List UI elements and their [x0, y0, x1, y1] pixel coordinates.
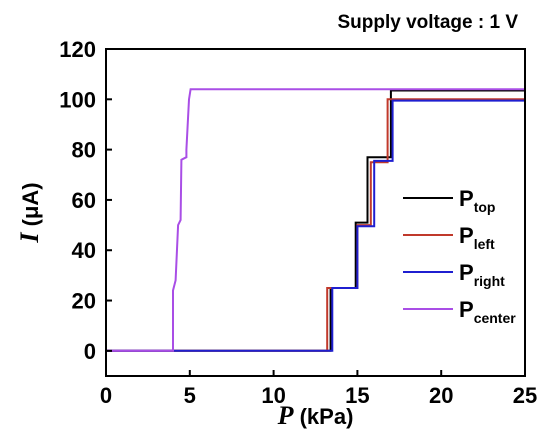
legend-label-main: P — [459, 260, 474, 285]
series-line-right — [106, 99, 525, 352]
series-line-left — [106, 98, 525, 352]
y-axis-label: I (μA) — [15, 182, 44, 243]
x-tick-label: 25 — [513, 383, 537, 408]
legend-label-sub: right — [474, 273, 505, 289]
x-tick-label: 15 — [345, 383, 369, 408]
y-tick-label: 40 — [72, 238, 96, 263]
legend-label-sub: left — [474, 236, 495, 252]
y-axis-unit: (μA) — [18, 182, 43, 232]
legend-label-sub: top — [474, 199, 496, 215]
plot-frame — [105, 48, 526, 377]
x-tick-label: 20 — [429, 383, 453, 408]
legend-label-right: Pright — [459, 260, 505, 289]
x-axis-label: P (kPa) — [277, 401, 354, 430]
x-tick-label: 5 — [184, 383, 196, 408]
legend-label-main: P — [459, 186, 474, 211]
chart-title: Supply voltage : 1 V — [337, 12, 518, 33]
legend-label-left: Pleft — [459, 223, 495, 252]
series-layer — [106, 88, 525, 352]
y-tick-label: 20 — [72, 289, 96, 314]
y-tick-label: 100 — [59, 87, 96, 112]
y-tick-label: 0 — [84, 339, 96, 364]
y-tick-label: 80 — [72, 138, 96, 163]
legend-label-top: Ptop — [459, 186, 495, 215]
legend-label-center: Pcenter — [459, 297, 516, 326]
y-tick-label: 120 — [59, 37, 96, 62]
y-tick-label: 60 — [72, 188, 96, 213]
x-tick-label: 10 — [261, 383, 285, 408]
x-axis-unit: (kPa) — [293, 404, 353, 429]
legend-label-main: P — [459, 223, 474, 248]
series-line-center — [106, 88, 525, 352]
x-axis-var: P — [277, 401, 295, 430]
legend-label-main: P — [459, 297, 474, 322]
ticks-layer: 0 5 10 15 20 25 0 20 40 60 80 100 120 — [59, 37, 537, 408]
y-axis-var: I — [15, 232, 44, 244]
legend-label-sub: center — [474, 310, 517, 326]
series-line-top — [106, 89, 525, 352]
x-tick-label: 0 — [100, 383, 112, 408]
